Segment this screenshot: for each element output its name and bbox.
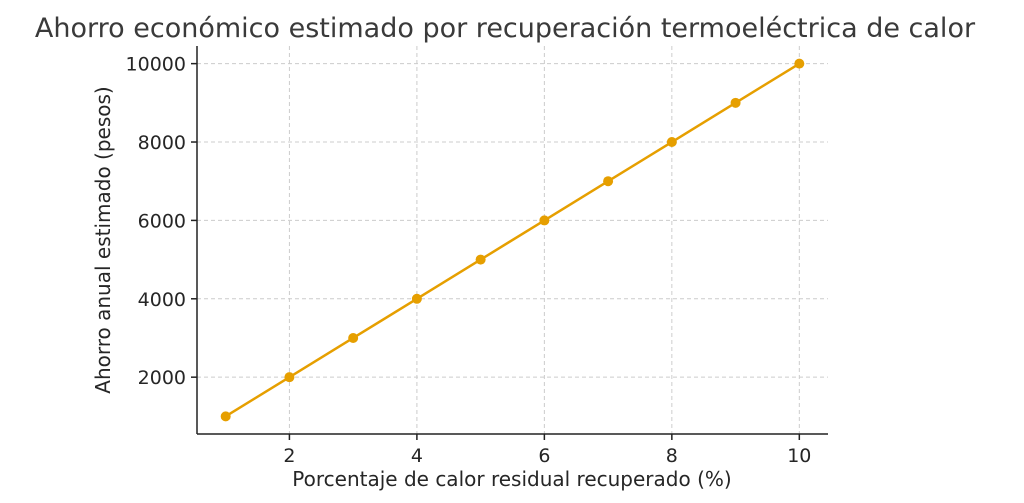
y-tick-label: 4000 <box>138 289 186 311</box>
chart-title: Ahorro económico estimado por recuperaci… <box>35 13 976 44</box>
data-point <box>284 372 295 383</box>
y-axis-label: Ahorro anual estimado (pesos) <box>91 86 115 393</box>
y-tick-label: 8000 <box>138 132 186 154</box>
data-point <box>539 215 550 226</box>
data-point <box>603 176 614 187</box>
axes: 2 4 6 8 10 2000 4000 6000 8000 10000 <box>126 46 828 467</box>
grid <box>197 46 828 434</box>
data-point <box>730 97 741 108</box>
x-tick-label: 8 <box>666 445 678 467</box>
x-axis-label: Porcentaje de calor residual recuperado … <box>292 467 731 491</box>
data-point <box>475 254 486 265</box>
y-tick-label: 2000 <box>138 367 186 389</box>
y-tick-label: 10000 <box>126 54 186 76</box>
x-tick-label: 2 <box>283 445 295 467</box>
data-point <box>794 58 805 69</box>
x-tick-label: 4 <box>411 445 423 467</box>
data-point <box>411 293 422 304</box>
data-point <box>666 137 677 148</box>
data-point <box>348 332 359 343</box>
series-layer <box>220 58 805 422</box>
data-point <box>220 411 231 422</box>
series-line <box>225 62 800 418</box>
y-tick-label: 6000 <box>138 210 186 232</box>
x-tick-label: 6 <box>538 445 550 467</box>
x-tick-label: 10 <box>787 445 811 467</box>
